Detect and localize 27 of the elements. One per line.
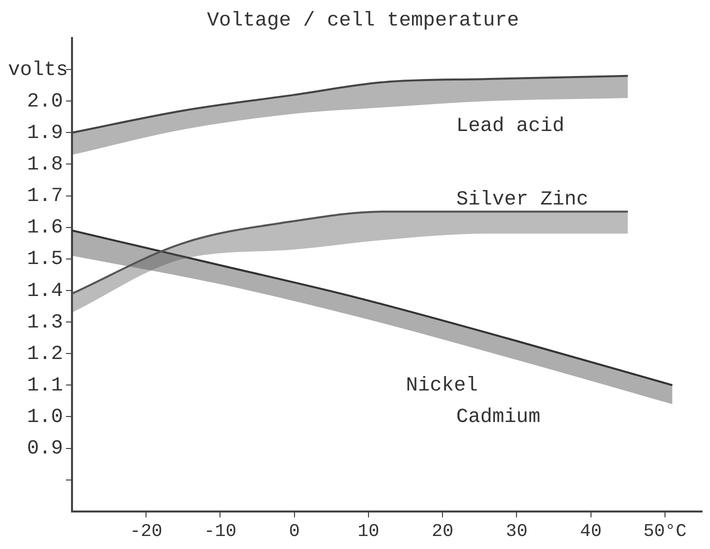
y-tick-label: 1.7 [26, 185, 64, 208]
x-tick-label: 0 [288, 522, 300, 542]
y-tick-label: 2.0 [26, 90, 64, 114]
y-tick-label: 0.9 [26, 438, 64, 461]
chart-title: Voltage / cell temperature [206, 9, 520, 32]
y-tick-label: 1.4 [26, 280, 64, 303]
y-tick-label: 1.9 [26, 122, 64, 145]
y-tick-label: 1.3 [26, 311, 64, 334]
x-tick-label: 30 [506, 522, 528, 542]
y-tick-label: 1.8 [26, 154, 64, 177]
y-tick-label: 1.0 [26, 406, 64, 430]
annotation: Cadmium [456, 406, 540, 430]
x-tick-label: 40 [580, 522, 602, 542]
x-tick-label: -10 [204, 522, 236, 542]
y-axis-title: volts [8, 58, 68, 82]
x-tick-label: -20 [130, 522, 162, 542]
annotation: Lead acid [456, 114, 564, 138]
annotation: Silver Zinc [456, 188, 588, 212]
y-tick-label: 1.6 [26, 216, 64, 240]
x-tick-label: 20 [432, 522, 454, 542]
x-tick-label: 10 [358, 522, 380, 542]
y-tick-label: 1.1 [26, 374, 64, 398]
line-series [72, 210, 629, 295]
y-tick-label: 1.2 [26, 342, 64, 366]
x-tick-label: 50°C [643, 522, 687, 542]
annotation: Nickel [406, 374, 478, 398]
y-tick-label: 1.5 [26, 248, 64, 272]
